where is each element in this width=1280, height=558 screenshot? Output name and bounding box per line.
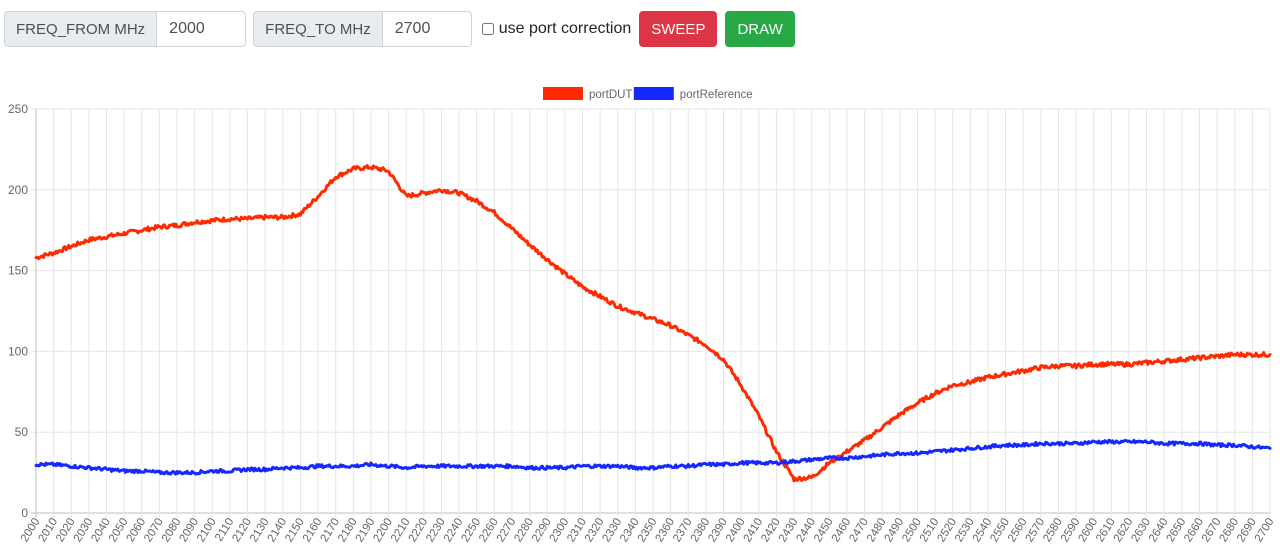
y-tick-label: 50 bbox=[15, 425, 29, 439]
legend-label-portreference: portReference bbox=[680, 89, 753, 101]
series-line-portdut bbox=[34, 164, 1272, 483]
x-tick-label: 2100 bbox=[195, 516, 219, 544]
legend-label-portdut: portDUT bbox=[589, 89, 632, 101]
freq-from-label: FREQ_FROM MHz bbox=[4, 11, 157, 47]
x-tick-label: 2700 bbox=[1253, 516, 1277, 544]
port-correction-checkbox[interactable] bbox=[481, 23, 494, 35]
freq-to-input[interactable] bbox=[381, 11, 472, 47]
y-tick-label: 0 bbox=[21, 506, 28, 520]
freq-to-group: FREQ_TO MHz bbox=[253, 11, 472, 47]
freq-to-label: FREQ_TO MHz bbox=[253, 11, 382, 47]
draw-button[interactable]: DRAW bbox=[725, 11, 795, 47]
legend-swatch-portreference bbox=[633, 87, 674, 100]
chart-series bbox=[34, 164, 1272, 483]
freq-from-group: FREQ_FROM MHz bbox=[4, 11, 247, 47]
legend-swatch-portdut bbox=[543, 87, 583, 100]
port-correction-option[interactable]: use port correction bbox=[481, 20, 632, 38]
toolbar: FREQ_FROM MHz FREQ_TO MHz use port corre… bbox=[4, 11, 803, 47]
frequency-chart: 0501001502002502000201020202030204020502… bbox=[8, 87, 1277, 544]
chart-grid bbox=[31, 108, 1271, 518]
sweep-button[interactable]: SWEEP bbox=[639, 11, 718, 47]
y-tick-label: 100 bbox=[8, 344, 28, 358]
chart-legend[interactable]: portDUT portReference bbox=[543, 87, 753, 101]
freq-from-input[interactable] bbox=[156, 11, 247, 47]
y-tick-label: 150 bbox=[8, 264, 28, 278]
y-tick-label: 200 bbox=[8, 183, 28, 197]
port-correction-label: use port correction bbox=[498, 20, 632, 37]
y-tick-label: 250 bbox=[8, 102, 28, 116]
series-line-portreference bbox=[34, 438, 1272, 476]
chart-axes: 0501001502002502000201020202030204020502… bbox=[8, 102, 1277, 544]
